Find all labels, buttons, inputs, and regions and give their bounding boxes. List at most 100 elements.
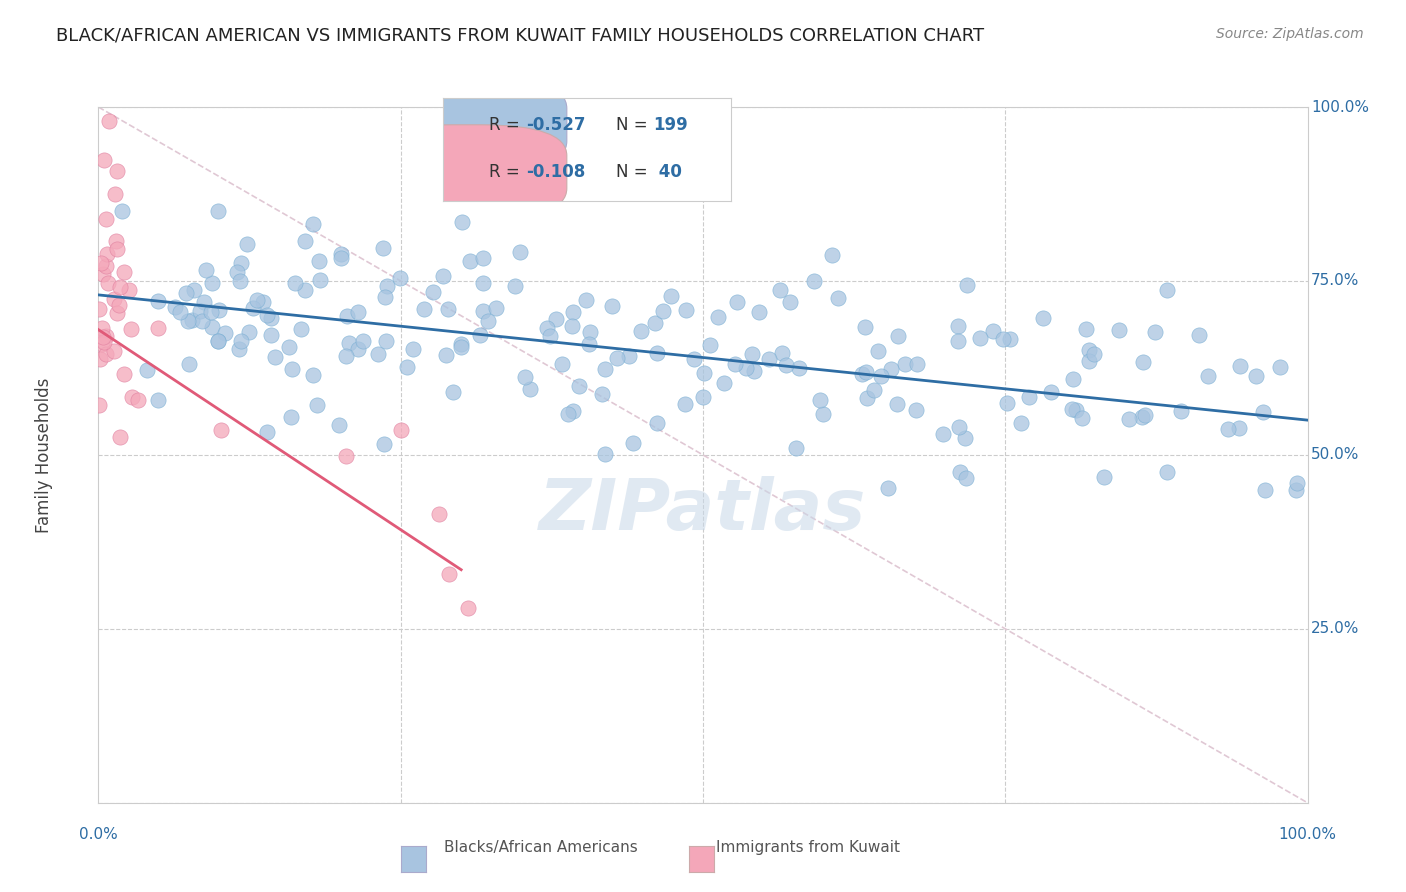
Point bbox=[536, 321, 558, 335]
Text: 100.0%: 100.0% bbox=[1312, 100, 1369, 114]
Point bbox=[1170, 404, 1192, 418]
Point bbox=[305, 398, 328, 412]
Point bbox=[853, 319, 876, 334]
Point bbox=[995, 395, 1018, 409]
Point bbox=[692, 390, 714, 404]
Point bbox=[821, 248, 844, 262]
Point bbox=[748, 304, 770, 318]
Text: N =: N = bbox=[616, 163, 652, 181]
Point bbox=[471, 251, 494, 265]
Point bbox=[887, 329, 910, 343]
Point bbox=[91, 267, 114, 281]
Point bbox=[229, 334, 252, 349]
Point bbox=[89, 351, 111, 366]
Point bbox=[1229, 359, 1251, 373]
Point bbox=[388, 271, 411, 285]
Point bbox=[256, 308, 278, 322]
Point bbox=[1133, 408, 1156, 422]
Point bbox=[981, 324, 1004, 338]
Point bbox=[374, 290, 396, 304]
Point bbox=[177, 314, 200, 328]
Point bbox=[165, 300, 187, 314]
Point bbox=[375, 278, 398, 293]
Point bbox=[347, 342, 370, 356]
Text: BLACK/AFRICAN AMERICAN VS IMMIGRANTS FROM KUWAIT FAMILY HOUSEHOLDS CORRELATION C: BLACK/AFRICAN AMERICAN VS IMMIGRANTS FRO… bbox=[56, 27, 984, 45]
Point bbox=[1070, 411, 1092, 425]
Point bbox=[434, 348, 457, 362]
Point bbox=[1010, 416, 1032, 430]
Point bbox=[1251, 404, 1274, 418]
Point bbox=[277, 340, 299, 354]
Point bbox=[595, 361, 617, 376]
Point bbox=[856, 391, 879, 405]
Point bbox=[450, 340, 472, 354]
Point bbox=[367, 347, 389, 361]
Point bbox=[214, 326, 236, 341]
Point bbox=[429, 507, 451, 521]
Point bbox=[1156, 283, 1178, 297]
Point bbox=[735, 361, 758, 376]
Point bbox=[108, 279, 131, 293]
Point bbox=[1039, 385, 1062, 400]
Point bbox=[741, 347, 763, 361]
Point bbox=[191, 314, 214, 328]
Point bbox=[395, 360, 418, 375]
Point bbox=[863, 383, 886, 397]
Point bbox=[948, 318, 970, 333]
Text: R =: R = bbox=[489, 163, 524, 181]
Point bbox=[208, 302, 231, 317]
Point bbox=[105, 164, 128, 178]
Point bbox=[472, 303, 495, 318]
Point bbox=[955, 471, 977, 485]
Point bbox=[308, 272, 330, 286]
Point bbox=[148, 293, 170, 308]
Point bbox=[94, 347, 117, 361]
Point bbox=[870, 369, 893, 384]
Point bbox=[281, 361, 304, 376]
Point bbox=[207, 334, 229, 348]
Point bbox=[439, 567, 461, 582]
Point bbox=[1268, 360, 1291, 375]
Point bbox=[779, 294, 801, 309]
Point bbox=[713, 376, 735, 390]
Point bbox=[229, 274, 252, 288]
Text: 0.0%: 0.0% bbox=[79, 827, 118, 842]
Point bbox=[645, 346, 668, 360]
Point bbox=[1092, 470, 1115, 484]
Point bbox=[579, 325, 602, 339]
Point bbox=[948, 334, 970, 348]
Point bbox=[98, 114, 121, 128]
Text: Blacks/African Americans: Blacks/African Americans bbox=[444, 839, 638, 855]
Point bbox=[252, 295, 274, 310]
Point bbox=[238, 325, 260, 339]
Point bbox=[207, 204, 229, 219]
Point bbox=[993, 332, 1015, 346]
Point bbox=[803, 273, 825, 287]
Point bbox=[1083, 347, 1105, 361]
Point bbox=[775, 358, 797, 372]
Point bbox=[422, 285, 444, 299]
Point bbox=[259, 311, 281, 326]
Point bbox=[561, 319, 583, 334]
Point bbox=[519, 382, 541, 396]
Point bbox=[630, 325, 652, 339]
Point bbox=[471, 277, 494, 291]
Point bbox=[104, 235, 127, 249]
Text: 100.0%: 100.0% bbox=[1278, 827, 1337, 842]
Point bbox=[337, 335, 360, 350]
Point bbox=[758, 351, 780, 366]
Point bbox=[770, 346, 793, 360]
Point bbox=[591, 387, 613, 401]
Point bbox=[785, 441, 807, 455]
Text: 40: 40 bbox=[654, 163, 682, 181]
Point bbox=[201, 276, 224, 290]
Point bbox=[789, 360, 811, 375]
Point bbox=[956, 277, 979, 292]
Point bbox=[193, 295, 215, 310]
Text: 50.0%: 50.0% bbox=[1312, 448, 1360, 462]
Point bbox=[1062, 401, 1084, 416]
Point bbox=[600, 299, 623, 313]
Point bbox=[91, 337, 114, 351]
Point bbox=[1143, 326, 1166, 340]
Point bbox=[557, 407, 579, 421]
